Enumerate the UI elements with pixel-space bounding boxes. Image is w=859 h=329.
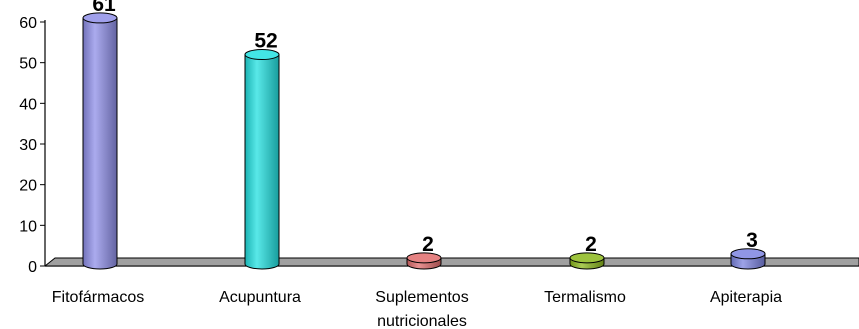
y-tick-label: 60 (19, 15, 37, 32)
bar-body (244, 54, 280, 270)
data-label: 52 (254, 30, 277, 53)
bar (244, 49, 280, 270)
data-label: 61 (92, 0, 116, 16)
x-tick-label: Apiterapia (710, 289, 782, 306)
data-label: 2 (422, 233, 434, 256)
bar (569, 252, 605, 270)
bar-body (82, 17, 118, 270)
chart-bars (82, 12, 766, 270)
y-tick-label: 10 (19, 218, 37, 235)
chart-axes: 0 10 20 30 40 50 60 (19, 15, 859, 276)
data-label: 3 (746, 229, 758, 252)
y-tick-label: 20 (19, 178, 37, 195)
x-tick-label: Suplementos nutricionales (375, 289, 468, 329)
bar-top (569, 252, 605, 264)
chart-labels: 61 52 2 2 3 Fitofármacos Acupuntura Suplementos… (52, 0, 782, 329)
bar-top (406, 252, 442, 264)
x-tick-label: Fitofármacos (52, 289, 144, 306)
bar-top (244, 49, 280, 61)
y-tick-label: 50 (19, 56, 37, 73)
y-tick-label: 40 (19, 96, 37, 113)
x-tick-label: Acupuntura (219, 289, 301, 306)
bar (82, 12, 118, 270)
bar (406, 252, 442, 270)
data-label: 2 (585, 233, 597, 256)
bar-top (730, 248, 766, 260)
y-tick-label: 0 (28, 259, 37, 276)
bar-top (82, 12, 118, 24)
bar (730, 248, 766, 270)
x-tick-label: Termalismo (544, 289, 626, 306)
y-tick-label: 30 (19, 137, 37, 154)
